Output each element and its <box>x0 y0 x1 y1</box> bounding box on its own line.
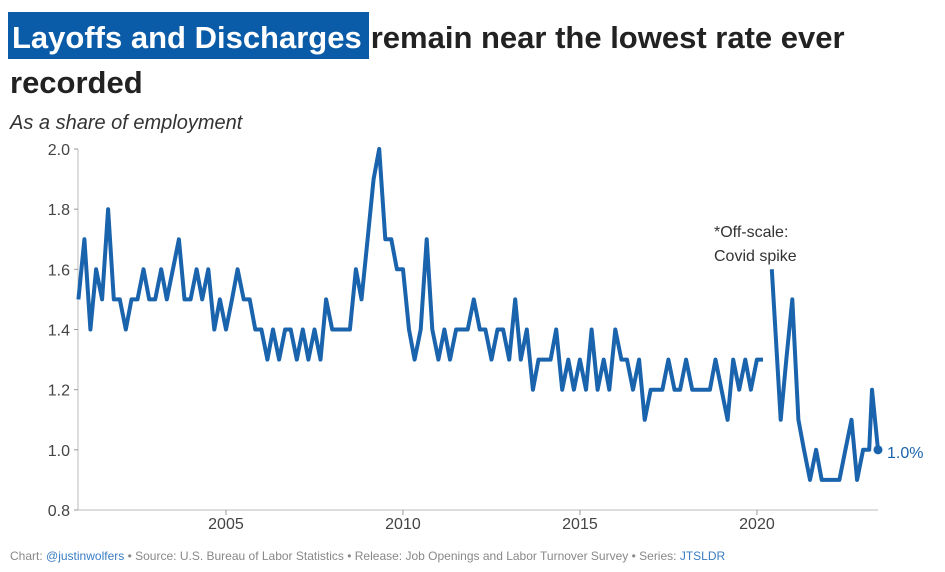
y-tick-label: 1.2 <box>48 383 70 400</box>
chart-title: Layoffs and Discharges remain near the lo… <box>12 20 845 55</box>
y-tick-label: 0.8 <box>48 503 70 520</box>
y-tick-label: 2.0 <box>48 142 70 159</box>
footer: Chart: @justinwolfers • Source: U.S. Bur… <box>10 549 726 563</box>
title-rest: remain near the lowest rate ever <box>371 20 845 55</box>
x-tick-label: 2010 <box>385 516 421 533</box>
chart-title-line2: recorded <box>10 65 143 100</box>
chart-subtitle: As a share of employment <box>9 112 244 134</box>
x-tick-label: 2015 <box>562 516 598 533</box>
series-line <box>76 147 880 482</box>
footer-handle: @justinwolfers <box>46 549 124 563</box>
title-highlight-box <box>8 12 369 59</box>
end-label: 1.0% <box>887 445 923 462</box>
y-tick-label: 1.6 <box>48 262 70 279</box>
x-tick-label: 2020 <box>739 516 775 533</box>
end-dot <box>873 445 883 455</box>
y-tick-label: 1.4 <box>48 323 70 340</box>
title-highlight: Layoffs and Discharges <box>12 20 362 55</box>
footer-series: JTSLDR <box>680 549 726 563</box>
footer-credit: Chart: <box>10 549 43 563</box>
y-tick-label: 1.8 <box>48 202 70 219</box>
footer-source: • Source: U.S. Bureau of Labor Statistic… <box>128 549 677 563</box>
annotation: *Off-scale: <box>714 224 788 241</box>
annotation: Covid spike <box>714 248 797 265</box>
x-tick-label: 2005 <box>208 516 244 533</box>
y-tick-label: 1.0 <box>48 443 70 460</box>
